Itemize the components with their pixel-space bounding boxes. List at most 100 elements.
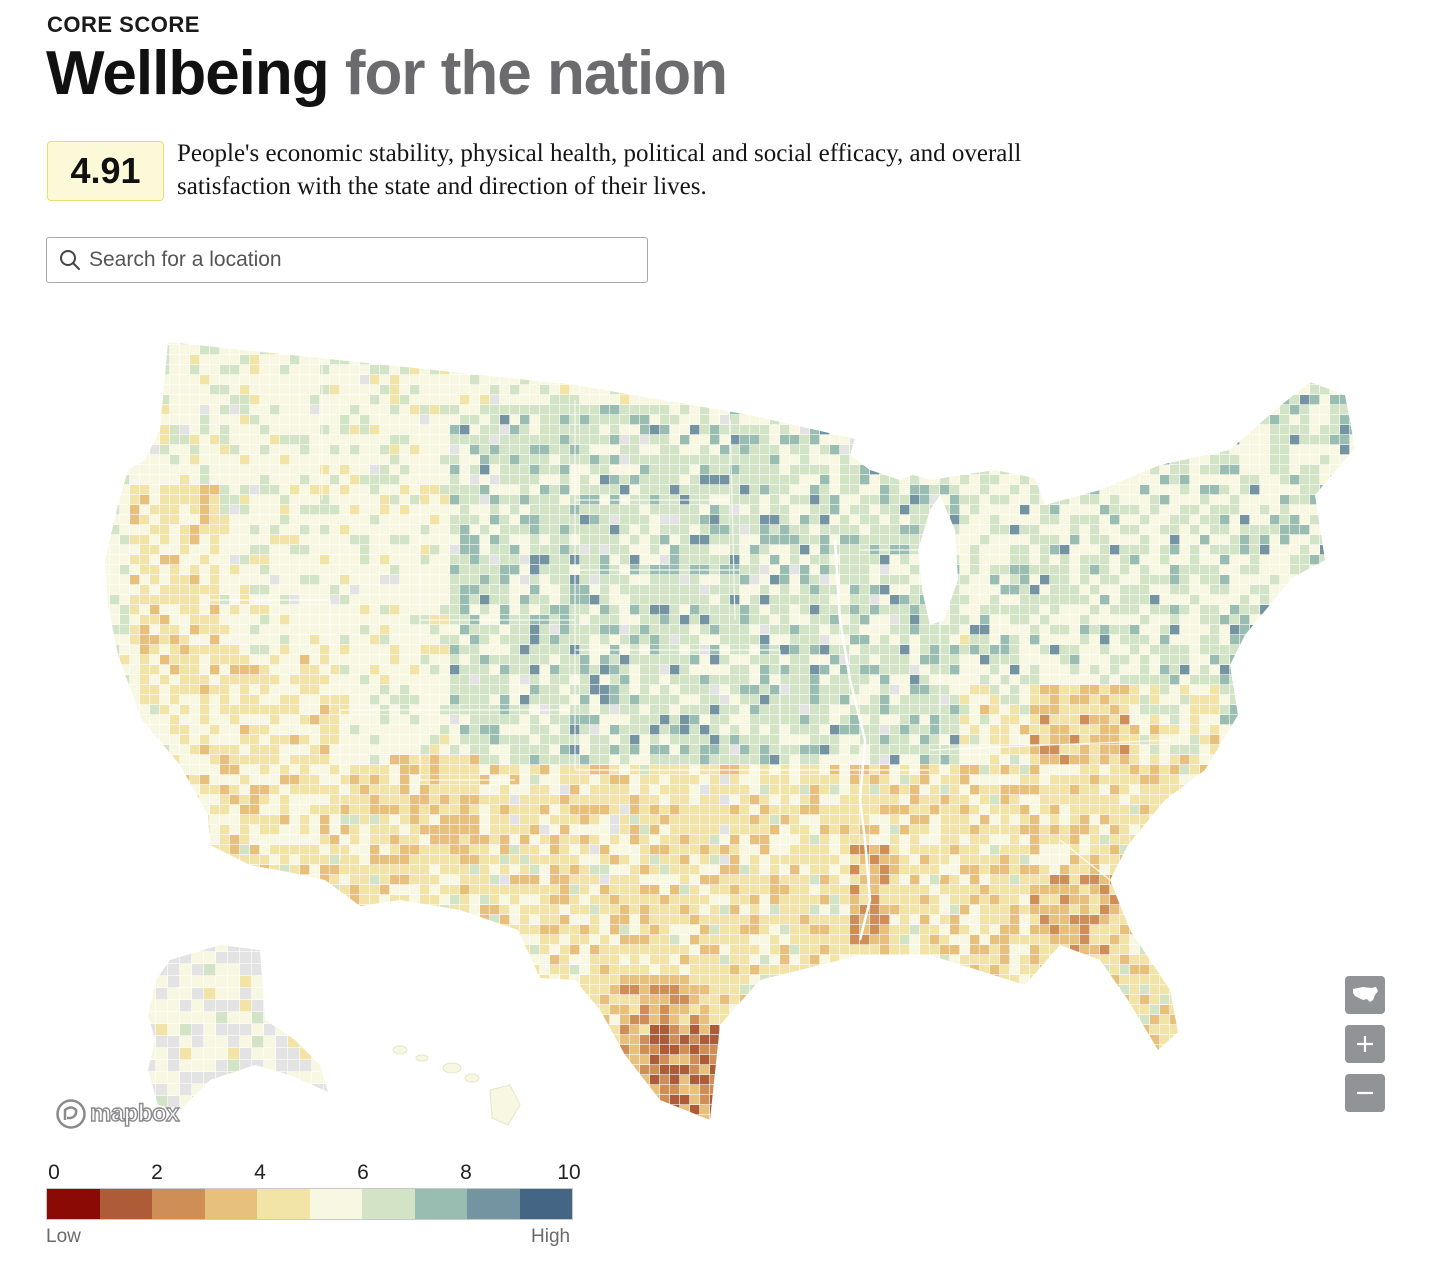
- county-cell[interactable]: [710, 375, 720, 385]
- county-cell[interactable]: [890, 645, 900, 655]
- county-cell[interactable]: [1350, 345, 1359, 355]
- county-cell[interactable]: [910, 625, 920, 635]
- county-cell[interactable]: [1290, 505, 1300, 515]
- county-cell[interactable]: [1060, 575, 1070, 585]
- county-cell[interactable]: [1180, 475, 1190, 485]
- county-cell[interactable]: [1090, 545, 1100, 555]
- county-cell[interactable]: [910, 645, 920, 655]
- county-cell[interactable]: [690, 375, 700, 385]
- county-cell[interactable]: [1310, 545, 1320, 555]
- county-cell[interactable]: [1170, 395, 1180, 405]
- county-cell[interactable]: [650, 345, 660, 355]
- county-cell[interactable]: [650, 625, 660, 635]
- county-cell[interactable]: [1190, 415, 1200, 425]
- county-cell[interactable]: [1290, 645, 1300, 655]
- county-cell[interactable]: [450, 715, 460, 725]
- county-cell[interactable]: [170, 395, 180, 405]
- county-cell[interactable]: [540, 355, 550, 365]
- county-cell[interactable]: [1140, 565, 1150, 575]
- county-cell[interactable]: [1130, 445, 1140, 455]
- county-cell[interactable]: [1210, 565, 1220, 575]
- county-cell[interactable]: [450, 595, 460, 605]
- county-cell[interactable]: [390, 365, 400, 375]
- county-cell[interactable]: [680, 355, 690, 365]
- county-cell[interactable]: [1120, 645, 1130, 655]
- county-cell[interactable]: [500, 405, 510, 415]
- county-cell[interactable]: [390, 665, 400, 675]
- county-cell[interactable]: [660, 605, 670, 615]
- county-cell[interactable]: [1020, 555, 1030, 565]
- county-cell[interactable]: [710, 615, 720, 625]
- county-cell[interactable]: [820, 415, 830, 425]
- county-cell[interactable]: [1000, 445, 1010, 455]
- county-cell[interactable]: [800, 585, 810, 595]
- county-cell[interactable]: [1100, 585, 1110, 595]
- county-cell[interactable]: [310, 485, 320, 495]
- county-cell[interactable]: [810, 375, 820, 385]
- county-cell[interactable]: [1230, 605, 1240, 615]
- county-cell[interactable]: [320, 375, 330, 385]
- county-cell[interactable]: [460, 465, 470, 475]
- county-cell[interactable]: [1210, 395, 1220, 405]
- county-cell[interactable]: [590, 515, 600, 525]
- county-cell[interactable]: [220, 445, 230, 455]
- county-cell[interactable]: [500, 395, 510, 405]
- county-cell[interactable]: [120, 495, 130, 505]
- county-cell[interactable]: [670, 635, 680, 645]
- county-cell[interactable]: [920, 335, 930, 345]
- county-cell[interactable]: [140, 695, 150, 705]
- county-cell[interactable]: [790, 615, 800, 625]
- county-cell[interactable]: [110, 445, 120, 455]
- county-cell[interactable]: [700, 365, 710, 375]
- county-cell[interactable]: [560, 645, 570, 655]
- county-cell[interactable]: [1010, 665, 1020, 675]
- county-cell[interactable]: [960, 595, 970, 605]
- county-cell[interactable]: [150, 355, 160, 365]
- county-cell[interactable]: [470, 625, 480, 635]
- county-cell[interactable]: [100, 495, 110, 505]
- county-cell[interactable]: [700, 445, 710, 455]
- county-cell[interactable]: [310, 545, 320, 555]
- county-cell[interactable]: [1280, 595, 1290, 605]
- county-cell[interactable]: [870, 345, 880, 355]
- county-cell[interactable]: [420, 515, 430, 525]
- county-cell[interactable]: [860, 705, 870, 715]
- county-cell[interactable]: [360, 455, 370, 465]
- county-cell[interactable]: [770, 555, 780, 565]
- county-cell[interactable]: [210, 585, 220, 595]
- search-input[interactable]: [89, 238, 629, 281]
- county-cell[interactable]: [1350, 535, 1359, 545]
- county-cell[interactable]: [210, 385, 220, 395]
- county-cell[interactable]: [650, 615, 660, 625]
- county-cell[interactable]: [370, 475, 380, 485]
- county-cell[interactable]: [1230, 695, 1240, 705]
- county-cell[interactable]: [880, 655, 890, 665]
- county-cell[interactable]: [800, 685, 810, 695]
- county-cell[interactable]: [1040, 465, 1050, 475]
- county-cell[interactable]: [290, 385, 300, 395]
- county-cell[interactable]: [390, 385, 400, 395]
- county-cell[interactable]: [1250, 645, 1260, 655]
- county-cell[interactable]: [1240, 655, 1250, 665]
- county-cell[interactable]: [270, 685, 280, 695]
- county-cell[interactable]: [830, 355, 840, 365]
- county-cell[interactable]: [1350, 355, 1359, 365]
- county-cell[interactable]: [1330, 395, 1340, 405]
- county-cell[interactable]: [140, 365, 150, 375]
- county-cell[interactable]: [1300, 505, 1310, 515]
- county-cell[interactable]: [1220, 565, 1230, 575]
- county-cell[interactable]: [270, 705, 280, 715]
- county-cell[interactable]: [930, 385, 940, 395]
- county-cell[interactable]: [160, 615, 170, 625]
- county-cell[interactable]: [1020, 355, 1030, 365]
- county-cell[interactable]: [190, 545, 200, 555]
- county-cell[interactable]: [490, 365, 500, 375]
- county-cell[interactable]: [340, 475, 350, 485]
- county-cell[interactable]: [210, 565, 220, 575]
- county-cell[interactable]: [760, 495, 770, 505]
- county-cell[interactable]: [660, 445, 670, 455]
- county-cell[interactable]: [320, 445, 330, 455]
- county-cell[interactable]: [1180, 535, 1190, 545]
- county-cell[interactable]: [820, 625, 830, 635]
- county-cell[interactable]: [430, 515, 440, 525]
